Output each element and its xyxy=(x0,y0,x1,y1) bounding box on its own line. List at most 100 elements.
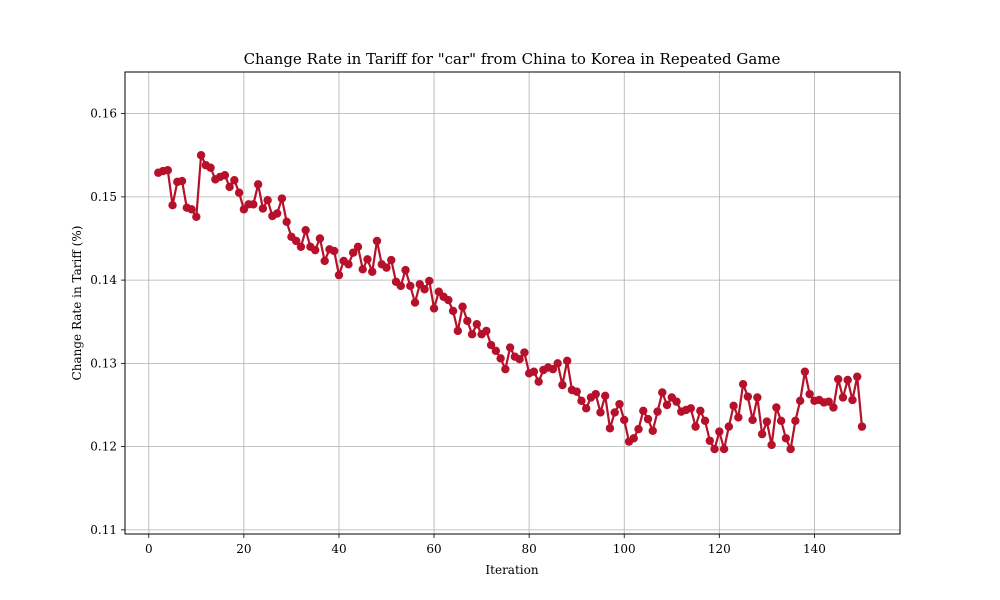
data-point xyxy=(163,166,172,175)
data-point xyxy=(368,267,377,276)
data-point xyxy=(187,205,196,214)
data-point xyxy=(458,302,467,311)
data-point xyxy=(501,364,510,374)
data-point xyxy=(615,399,624,409)
data-point xyxy=(643,414,653,424)
grid-lines xyxy=(125,72,900,534)
x-tick-label: 0 xyxy=(145,542,153,556)
data-point xyxy=(387,255,396,265)
data-point xyxy=(662,400,672,410)
data-point xyxy=(353,242,363,252)
data-point xyxy=(786,444,795,454)
y-tick-label: 0.13 xyxy=(90,356,117,370)
data-point xyxy=(453,326,463,336)
data-point xyxy=(805,389,814,399)
data-point xyxy=(838,393,848,402)
data-point xyxy=(738,379,748,389)
data-point xyxy=(505,343,515,352)
data-point xyxy=(258,204,268,213)
data-point xyxy=(672,397,681,406)
data-point xyxy=(320,256,329,266)
data-point xyxy=(334,270,344,280)
data-point xyxy=(529,367,539,376)
data-point xyxy=(448,306,458,316)
data-point xyxy=(472,320,482,329)
x-tick-label: 80 xyxy=(522,542,537,556)
data-point xyxy=(491,346,501,356)
y-tick-label: 0.11 xyxy=(90,523,117,537)
data-point xyxy=(691,422,700,431)
data-point xyxy=(719,444,729,454)
data-point xyxy=(410,298,420,307)
axis-ticks: 0 20 40 60 80 100 120 140 0.11 0.12 0.13 0.14 0.15 0.… xyxy=(90,107,826,556)
data-point xyxy=(496,354,505,363)
data-point xyxy=(192,212,201,222)
data-point xyxy=(263,195,272,205)
y-tick-label: 0.16 xyxy=(90,107,117,121)
data-point xyxy=(577,396,586,406)
data-point xyxy=(296,242,306,252)
data-point xyxy=(301,225,310,235)
data-point xyxy=(591,389,600,399)
data-point xyxy=(401,265,410,275)
data-point xyxy=(853,372,862,381)
data-point xyxy=(482,326,491,336)
data-point xyxy=(330,246,339,256)
data-point xyxy=(515,354,524,364)
data-point xyxy=(406,281,415,291)
data-point xyxy=(349,248,358,257)
data-point xyxy=(225,182,234,192)
plot-frame xyxy=(124,71,901,535)
data-point xyxy=(772,403,781,412)
data-point xyxy=(629,434,638,443)
data-point xyxy=(748,415,757,425)
data-point xyxy=(291,236,301,246)
data-point xyxy=(696,406,705,415)
data-point xyxy=(220,171,230,180)
data-point xyxy=(363,255,372,264)
data-point xyxy=(762,417,772,426)
data-point xyxy=(372,236,382,246)
y-tick-label: 0.15 xyxy=(90,190,117,204)
data-point xyxy=(463,316,472,326)
data-point xyxy=(648,426,657,435)
data-point xyxy=(272,209,282,218)
data-point xyxy=(206,163,215,172)
x-axis-title: Iteration xyxy=(485,563,538,577)
data-point xyxy=(230,176,239,185)
data-point xyxy=(843,375,852,385)
data-point xyxy=(848,395,857,405)
data-point xyxy=(562,356,572,366)
data-point xyxy=(743,392,753,401)
data-point xyxy=(177,176,187,186)
data-point xyxy=(315,234,325,243)
data-point xyxy=(553,359,562,368)
data-point xyxy=(605,424,615,433)
data-point xyxy=(724,422,734,431)
data-point xyxy=(781,434,791,443)
chart-title: Change Rate in Tariff for "car" from Chi… xyxy=(244,50,781,68)
data-point xyxy=(658,388,667,397)
data-point xyxy=(534,377,543,386)
data-point xyxy=(857,422,867,431)
data-point xyxy=(767,440,776,450)
data-point xyxy=(776,416,786,425)
data-point xyxy=(686,404,695,413)
data-point xyxy=(168,200,177,210)
data-point xyxy=(520,348,529,357)
data-point xyxy=(582,404,591,413)
data-point xyxy=(282,217,291,227)
x-tick-label: 120 xyxy=(708,542,731,556)
series-layer xyxy=(154,151,867,454)
data-point xyxy=(833,374,843,384)
data-point xyxy=(610,408,619,417)
data-point xyxy=(558,380,567,390)
data-point xyxy=(420,285,429,294)
x-tick-label: 140 xyxy=(803,542,826,556)
data-point xyxy=(196,151,206,160)
data-point xyxy=(715,427,724,436)
data-point xyxy=(700,416,710,425)
data-point xyxy=(467,330,477,339)
data-point xyxy=(425,276,434,286)
